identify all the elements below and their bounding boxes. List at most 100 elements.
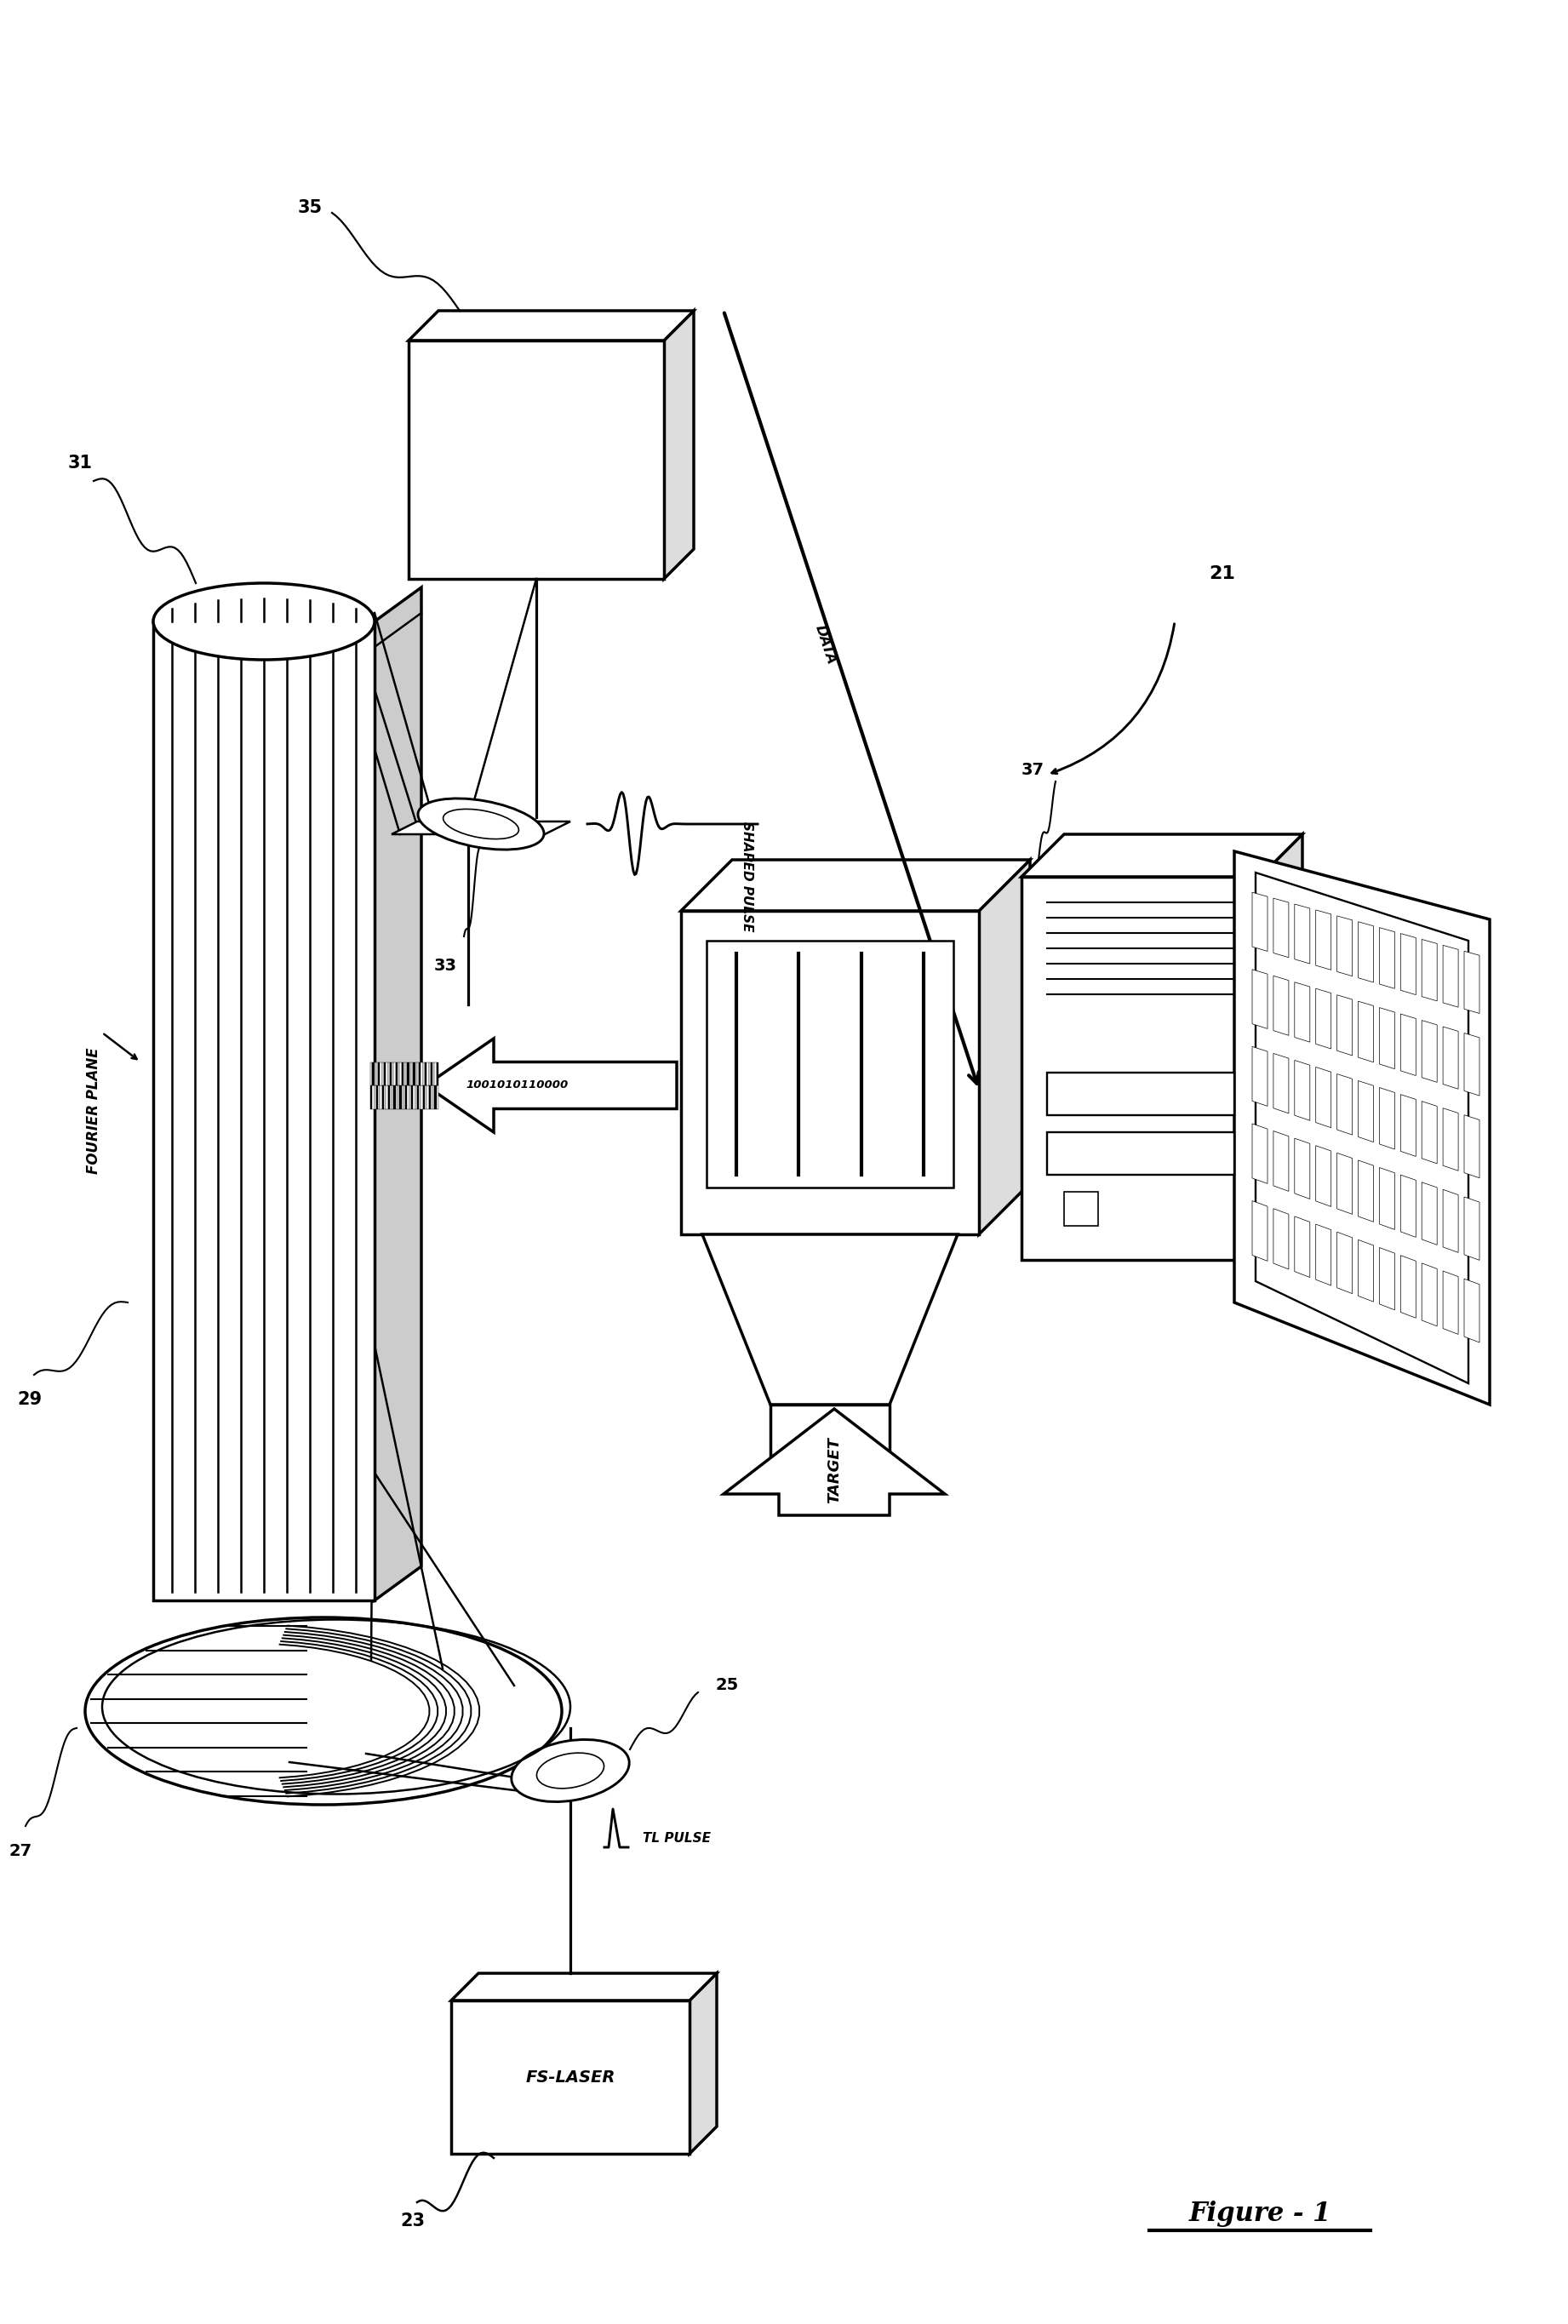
Bar: [375, 1085, 376, 1109]
Bar: [376, 1062, 378, 1085]
Polygon shape: [409, 311, 693, 342]
Bar: [434, 1085, 436, 1109]
Polygon shape: [1358, 1002, 1374, 1062]
Bar: [412, 1062, 416, 1085]
Bar: [419, 1062, 420, 1085]
Bar: [392, 1062, 394, 1085]
Polygon shape: [1234, 851, 1490, 1404]
Polygon shape: [1273, 976, 1289, 1037]
Polygon shape: [1316, 1225, 1331, 1285]
Polygon shape: [1358, 1160, 1374, 1222]
Bar: [433, 1085, 434, 1109]
Text: FS-LASER: FS-LASER: [525, 2068, 615, 2085]
Ellipse shape: [85, 1618, 561, 1806]
Bar: [681, 911, 978, 1234]
Polygon shape: [1422, 1102, 1438, 1164]
Polygon shape: [1380, 927, 1394, 988]
Bar: [400, 1085, 401, 1109]
Polygon shape: [375, 588, 422, 1601]
FancyArrow shape: [723, 1408, 946, 1515]
Polygon shape: [1316, 1146, 1331, 1206]
Bar: [1047, 1074, 1234, 1116]
Text: TL PULSE: TL PULSE: [643, 1831, 710, 1845]
Bar: [395, 1085, 398, 1109]
Polygon shape: [1443, 1271, 1458, 1334]
Bar: [403, 1085, 405, 1109]
Polygon shape: [1338, 1074, 1352, 1134]
Bar: [431, 1062, 433, 1085]
Bar: [416, 1062, 417, 1085]
Polygon shape: [1253, 892, 1267, 951]
Bar: [395, 1062, 398, 1085]
Bar: [425, 1062, 426, 1085]
Text: Figure - 1: Figure - 1: [1189, 2201, 1331, 2226]
Polygon shape: [1358, 1081, 1374, 1141]
Polygon shape: [1316, 1067, 1331, 1127]
Polygon shape: [978, 860, 1030, 1234]
Polygon shape: [1358, 1239, 1374, 1301]
Polygon shape: [702, 1234, 958, 1404]
Polygon shape: [1443, 1190, 1458, 1253]
Polygon shape: [1465, 1197, 1480, 1260]
Polygon shape: [1338, 1232, 1352, 1294]
Text: 27: 27: [8, 1843, 31, 1859]
Bar: [384, 1062, 386, 1085]
Bar: [428, 1085, 431, 1109]
Bar: [411, 1062, 412, 1085]
Bar: [390, 1062, 392, 1085]
Polygon shape: [1380, 1088, 1394, 1150]
Polygon shape: [1465, 1116, 1480, 1178]
Bar: [770, 1404, 889, 1455]
Polygon shape: [1380, 1248, 1394, 1311]
Bar: [417, 1062, 419, 1085]
Bar: [398, 1062, 400, 1085]
Polygon shape: [1400, 1255, 1416, 1318]
Polygon shape: [1422, 1183, 1438, 1246]
Bar: [428, 1062, 431, 1085]
Polygon shape: [1273, 1053, 1289, 1113]
Polygon shape: [1253, 969, 1267, 1030]
Polygon shape: [1380, 1009, 1394, 1069]
Text: 23: 23: [400, 2212, 425, 2229]
Polygon shape: [392, 820, 571, 834]
Ellipse shape: [154, 583, 375, 660]
Polygon shape: [1316, 911, 1331, 969]
Polygon shape: [1295, 904, 1309, 964]
Bar: [154, 621, 375, 1601]
Polygon shape: [1443, 1027, 1458, 1090]
Text: 37: 37: [1021, 762, 1044, 779]
Text: 29: 29: [17, 1392, 42, 1408]
Polygon shape: [1273, 1208, 1289, 1269]
Text: 1001010110000: 1001010110000: [466, 1078, 568, 1090]
Bar: [403, 1062, 405, 1085]
Polygon shape: [1295, 1139, 1309, 1199]
Text: 35: 35: [298, 200, 323, 216]
Polygon shape: [1465, 1034, 1480, 1095]
Bar: [379, 1085, 383, 1109]
Text: 31: 31: [67, 456, 93, 472]
Text: FOURIER PLANE: FOURIER PLANE: [86, 1048, 102, 1174]
Text: DATA: DATA: [812, 623, 839, 667]
Bar: [408, 1062, 409, 1085]
Polygon shape: [1021, 834, 1303, 876]
Ellipse shape: [419, 799, 544, 851]
Bar: [390, 1085, 392, 1109]
Polygon shape: [1259, 834, 1303, 1260]
Text: 21: 21: [1209, 565, 1236, 583]
Polygon shape: [1338, 916, 1352, 976]
Bar: [1065, 1192, 1098, 1225]
Bar: [425, 1085, 426, 1109]
Bar: [372, 1062, 375, 1085]
Bar: [707, 941, 953, 1188]
Bar: [405, 1085, 408, 1109]
Bar: [378, 1085, 379, 1109]
Polygon shape: [1465, 951, 1480, 1013]
Bar: [400, 1062, 401, 1085]
Text: TARGET: TARGET: [826, 1439, 842, 1504]
Bar: [387, 1062, 390, 1085]
Polygon shape: [1443, 1109, 1458, 1171]
Bar: [378, 1062, 379, 1085]
Bar: [392, 1085, 394, 1109]
Polygon shape: [1338, 995, 1352, 1055]
Bar: [431, 1085, 433, 1109]
